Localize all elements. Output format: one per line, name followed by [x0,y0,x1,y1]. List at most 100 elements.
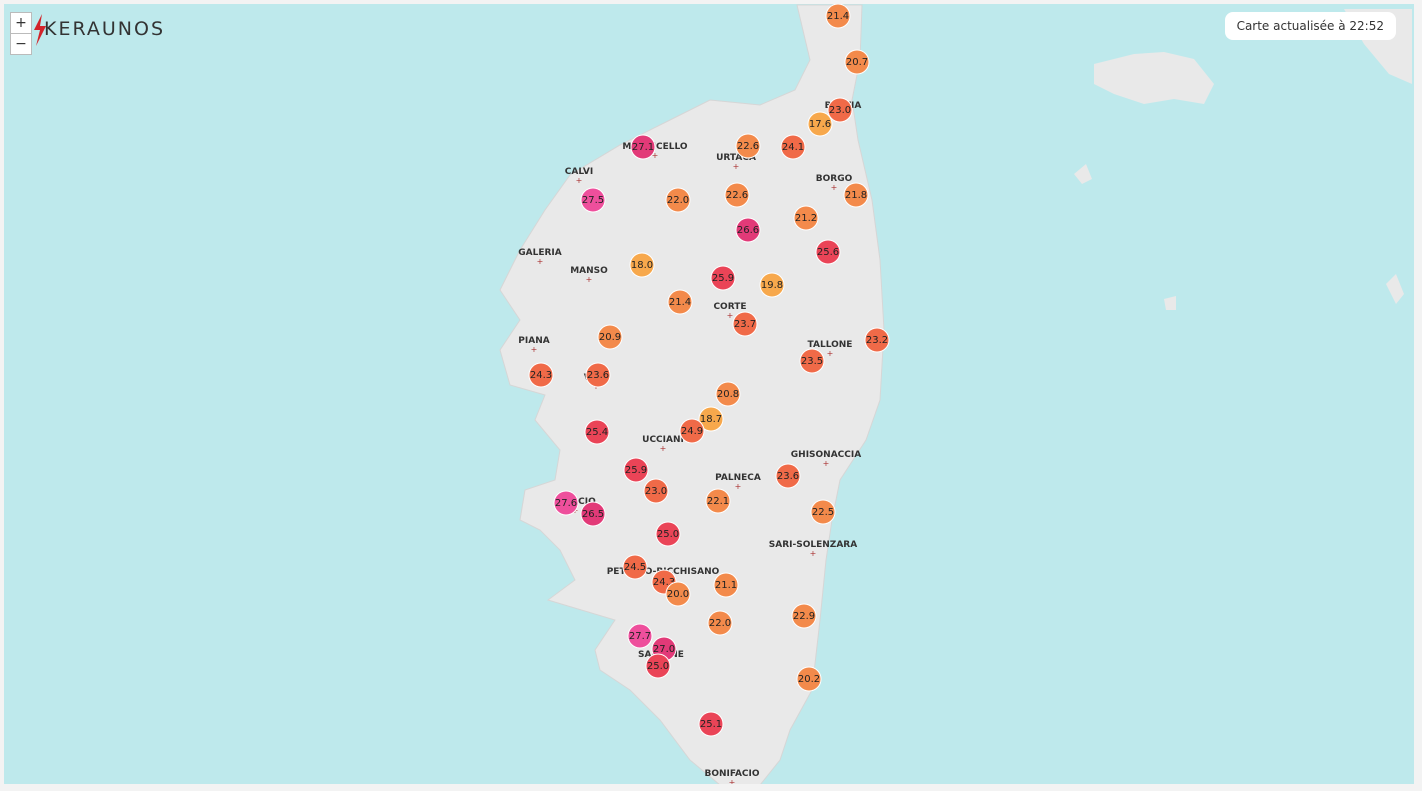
temperature-label: 26.5 [582,509,604,520]
temperature-marker [775,463,801,489]
temperature-label: 20.7 [846,57,868,68]
map[interactable]: MONTICELLO+CALVI+URTACA+BORGO+GALERIA+MA… [4,4,1414,784]
temperature-label: 27.1 [632,142,654,153]
temperature-label: 21.2 [795,213,817,224]
temperature-label: 18.7 [700,414,722,425]
place-cross: + [660,444,667,453]
place-label: BORGO [816,174,853,184]
place-cross: + [727,311,734,320]
temperature-marker [580,187,606,213]
zoom-in[interactable]: + [10,12,32,34]
place-cross: + [729,778,736,784]
temperature-label: 25.9 [625,465,647,476]
temperature-label: 23.7 [734,319,756,330]
temperature-marker [698,406,724,432]
temperature-label: 25.0 [657,529,679,540]
temperature-marker [679,418,705,444]
place-cross: + [823,459,830,468]
temperature-label: 17.6 [809,119,831,130]
temperature-marker [707,610,733,636]
map-layer: MONTICELLO+CALVI+URTACA+BORGO+GALERIA+MA… [34,4,1412,784]
place-label: MANSO [570,266,608,276]
temperature-marker [630,134,656,160]
island [1386,274,1404,304]
temperature-label: 21.4 [827,11,849,22]
temperature-label: 27.0 [653,644,675,655]
temperature-label: 27.6 [555,498,577,509]
temperature-marker [623,457,649,483]
temperature-marker [665,581,691,607]
place-cross: + [827,349,834,358]
place-cross: + [652,151,659,160]
temperature-marker [597,324,623,350]
temperature-label: 24.5 [624,562,646,573]
temperature-label: 24.3 [653,577,675,588]
temperature-marker [713,572,739,598]
temperature-label: 27.7 [629,631,651,642]
temperature-label: 25.9 [712,273,734,284]
temperature-marker [698,711,724,737]
temperature-marker [655,521,681,547]
temperature-marker [843,182,869,208]
place-label: PALNECA [715,473,761,483]
place-cross: + [810,549,817,558]
logo: KERAUNOS [44,18,166,40]
temperature-marker [585,362,611,388]
temperature-label: 21.1 [715,580,737,591]
temperature-label: 23.6 [587,370,609,381]
place-label: PIANA [518,336,549,346]
temperature-marker [793,205,819,231]
place-cross: + [735,482,742,491]
temperature-marker [844,49,870,75]
temperature-marker [627,623,653,649]
temperature-marker [815,239,841,265]
island [1094,52,1214,104]
place-label: GHISONACCIA [791,450,861,460]
temperature-marker [705,488,731,514]
temperature-label: 22.9 [793,611,815,622]
temperature-marker [735,217,761,243]
temperature-marker [710,265,736,291]
place-cross: + [537,257,544,266]
temperature-marker [645,653,671,679]
temperature-marker [759,272,785,298]
place-label: BONIFACIO [704,769,759,779]
temperature-marker [584,419,610,445]
temperature-marker [735,133,761,159]
temperature-marker [553,490,579,516]
island [1164,296,1176,310]
temperature-label: 19.8 [761,280,783,291]
temperature-marker [622,554,648,580]
logo-icon [34,14,46,46]
temperature-marker [667,289,693,315]
temperature-label: 22.1 [707,496,729,507]
temperature-marker [825,4,851,29]
place-label: URTACA [716,153,756,163]
temperature-label: 24.1 [782,142,804,153]
temperature-label: 25.1 [700,719,722,730]
temperature-label: 23.6 [777,471,799,482]
temperature-label: 21.8 [845,190,867,201]
temperature-marker [724,182,750,208]
temperature-label: 18.0 [631,260,653,271]
place-cross: + [831,183,838,192]
temperature-label: 22.6 [737,141,759,152]
place-cross: + [586,275,593,284]
temperature-label: 23.0 [645,486,667,497]
temperature-marker [827,97,853,123]
temperature-label: 25.4 [586,427,608,438]
temperature-label: 27.5 [582,195,604,206]
temperature-label: 20.0 [667,589,689,600]
update-notice: Carte actualisée à 22:52 [1224,12,1396,40]
zoom-out[interactable]: − [10,33,32,55]
temperature-marker [665,187,691,213]
temperature-marker [796,666,822,692]
place-label: UCCIANI [642,435,684,445]
temperature-marker [791,603,817,629]
temperature-label: 20.9 [599,332,621,343]
place-label: GALERIA [518,248,562,258]
temperature-label: 24.3 [530,370,552,381]
temperature-marker [715,381,741,407]
temperature-label: 22.6 [726,190,748,201]
temperature-marker [799,348,825,374]
